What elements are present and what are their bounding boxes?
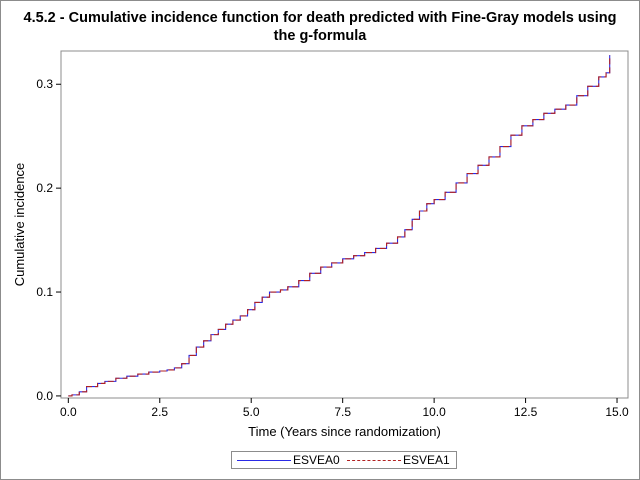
legend-swatch-esvea1 (347, 460, 401, 461)
chart-title-line-1: 4.5.2 - Cumulative incidence function fo… (23, 10, 617, 26)
y-tick-label: 0.1 (36, 285, 53, 299)
plot-area (60, 50, 629, 399)
x-axis-label: Time (Years since randomization) (248, 424, 441, 439)
series-line-esvea1 (68, 55, 611, 397)
y-axis: 0.0 0.1 0.2 0.3 (36, 77, 61, 403)
x-tick-label: 10.0 (422, 405, 446, 419)
legend-label-esvea0: ESVEA0 (293, 453, 340, 467)
legend-swatch-esvea0 (237, 460, 291, 461)
legend: ESVEA0 ESVEA1 (231, 451, 457, 469)
y-tick-label: 0.2 (36, 181, 53, 195)
legend-label-esvea1: ESVEA1 (403, 453, 450, 467)
y-tick-label: 0.3 (36, 77, 53, 91)
x-tick-label: 12.5 (514, 405, 538, 419)
y-axis-label: Cumulative incidence (12, 163, 27, 287)
x-axis: 0.0 2.5 5.0 7.5 10.0 12.5 15.0 (60, 398, 629, 419)
x-tick-label: 0.0 (60, 405, 77, 419)
chart-title-line-2: the g-formula (273, 28, 367, 44)
series-line-esvea0 (68, 55, 611, 397)
x-tick-label: 15.0 (605, 405, 629, 419)
y-tick-label: 0.0 (36, 389, 53, 403)
x-tick-label: 7.5 (334, 405, 351, 419)
x-tick-label: 2.5 (151, 405, 168, 419)
x-tick-label: 5.0 (243, 405, 260, 419)
series-layer (68, 55, 611, 397)
